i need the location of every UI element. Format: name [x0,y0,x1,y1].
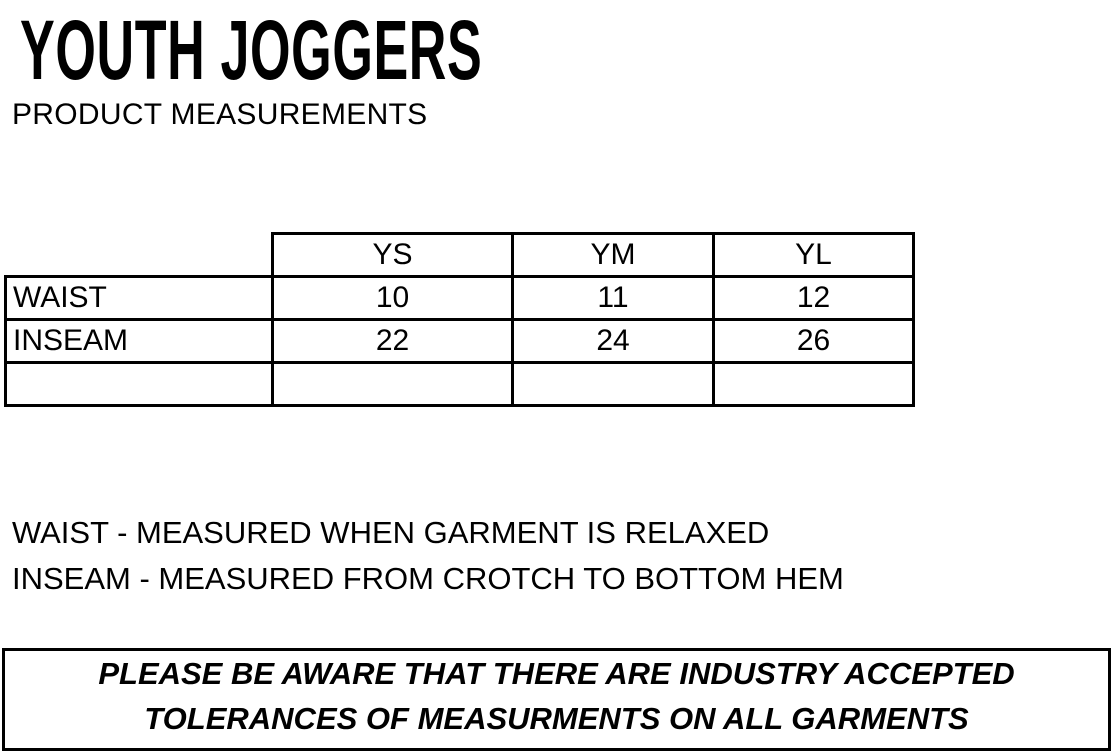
table-cell [712,361,915,407]
header-cell-ys: YS [271,232,514,278]
row-label [4,361,274,407]
disclaimer-line-1: PLEASE BE AWARE THAT THERE ARE INDUSTRY … [98,656,1015,691]
header-cell-ym: YM [511,232,715,278]
tolerance-disclaimer: PLEASE BE AWARE THAT THERE ARE INDUSTRY … [2,648,1111,751]
disclaimer-line-2: TOLERANCES OF MEASURMENTS ON ALL GARMENT… [144,701,969,736]
row-label: INSEAM [4,318,274,364]
table-row [4,361,915,407]
note-inseam: INSEAM - MEASURED FROM CROTCH TO BOTTOM … [12,561,844,596]
header-cell-empty [5,233,274,278]
size-chart-table: YS YM YL WAIST 10 11 12 INSEAM 22 24 26 [4,232,915,407]
header-cell-yl: YL [712,232,915,278]
page-title: YOUTH JOGGERS [20,3,483,97]
table-cell [271,361,514,407]
table-header-row: YS YM YL [5,232,915,278]
table-row: WAIST 10 11 12 [4,275,915,321]
table-cell: 26 [712,318,915,364]
table-cell [511,361,715,407]
table-cell: 10 [271,275,514,321]
table-cell: 12 [712,275,915,321]
table-cell: 24 [511,318,715,364]
table-cell: 11 [511,275,715,321]
note-waist: WAIST - MEASURED WHEN GARMENT IS RELAXED [12,515,770,550]
row-label: WAIST [4,275,274,321]
page-subtitle: PRODUCT MEASUREMENTS [12,98,428,131]
table-cell: 22 [271,318,514,364]
table-row: INSEAM 22 24 26 [4,318,915,364]
